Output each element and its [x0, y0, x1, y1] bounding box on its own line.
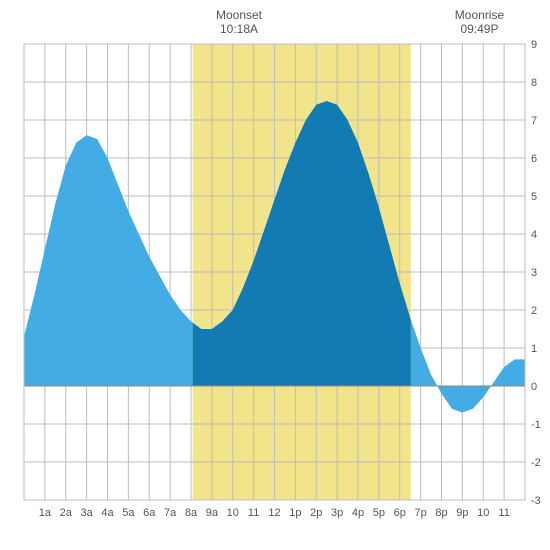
y-tick-label: 8 — [531, 77, 537, 89]
x-tick-label: 8a — [185, 507, 198, 519]
x-tick-label: 11 — [248, 507, 259, 519]
x-tick-label: 2a — [60, 507, 73, 519]
x-tick-label: 1p — [289, 507, 301, 519]
x-tick-label: 10 — [227, 507, 239, 519]
top-label-time: 09:49P — [449, 22, 509, 36]
top-label-title: Moonrise — [449, 8, 509, 22]
y-tick-label: -1 — [531, 419, 541, 431]
chart-svg: -3-2-101234567891a2a3a4a5a6a7a8a9a101112… — [0, 0, 550, 550]
y-tick-label: 5 — [531, 191, 537, 203]
y-tick-label: 0 — [531, 381, 537, 393]
y-tick-label: 4 — [531, 229, 537, 241]
x-tick-label: 4p — [352, 507, 364, 519]
y-tick-label: 2 — [531, 305, 537, 317]
moonrise-label: Moonrise09:49P — [449, 8, 509, 37]
tide-chart: -3-2-101234567891a2a3a4a5a6a7a8a9a101112… — [0, 0, 550, 550]
x-tick-label: 3p — [331, 507, 343, 519]
x-tick-label: 8p — [435, 507, 447, 519]
y-tick-label: 6 — [531, 153, 537, 165]
x-tick-label: 9a — [206, 507, 219, 519]
x-tick-label: 9p — [456, 507, 468, 519]
y-tick-label: 7 — [531, 115, 537, 127]
x-tick-label: 3a — [81, 507, 94, 519]
y-tick-label: 1 — [531, 343, 537, 355]
x-tick-label: 5p — [373, 507, 385, 519]
x-tick-label: 7a — [164, 507, 177, 519]
x-tick-label: 5a — [122, 507, 135, 519]
x-tick-label: 7p — [415, 507, 427, 519]
moonset-label: Moonset10:18A — [209, 8, 269, 37]
x-tick-label: 6a — [143, 507, 156, 519]
x-tick-label: 2p — [310, 507, 322, 519]
x-tick-label: 11 — [498, 507, 509, 519]
y-tick-label: -2 — [531, 457, 541, 469]
top-label-title: Moonset — [209, 8, 269, 22]
y-tick-label: 3 — [531, 267, 537, 279]
x-tick-label: 6p — [394, 507, 406, 519]
x-tick-label: 4a — [101, 507, 114, 519]
top-label-time: 10:18A — [209, 22, 269, 36]
y-tick-label: -3 — [531, 495, 541, 507]
y-tick-label: 9 — [531, 39, 537, 51]
x-tick-label: 10 — [477, 507, 489, 519]
x-tick-label: 1a — [39, 507, 52, 519]
x-tick-label: 12 — [268, 507, 280, 519]
